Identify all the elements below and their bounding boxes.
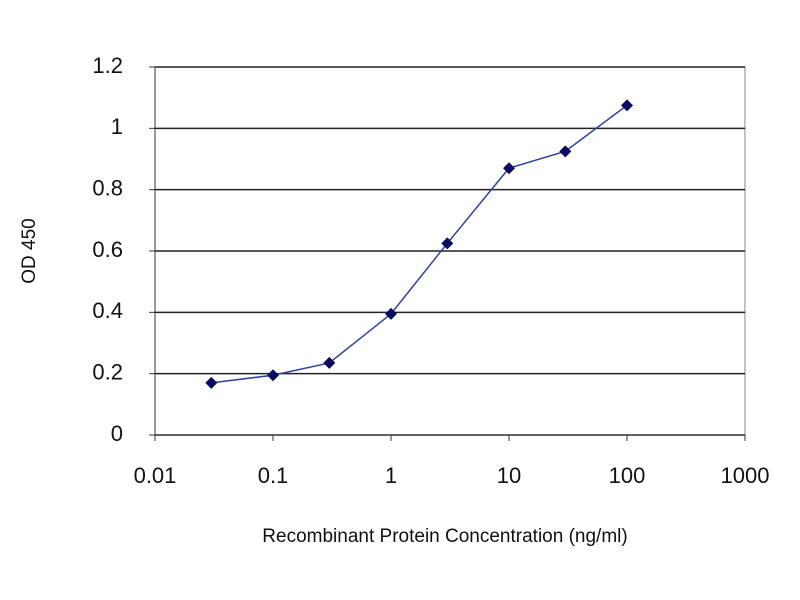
x-axis-label: Recombinant Protein Concentration (ng/ml… (262, 526, 627, 547)
data-point (441, 237, 454, 250)
x-tick-label: 0.1 (258, 463, 289, 488)
y-tick-label: 1 (111, 114, 123, 139)
x-tick-label: 1 (385, 463, 397, 488)
y-tick-label: 0.2 (92, 359, 123, 384)
x-tick-label: 0.01 (134, 463, 177, 488)
x-tick-label: 100 (609, 463, 646, 488)
data-point (385, 307, 397, 320)
y-tick-label: 0.8 (92, 175, 123, 200)
x-tick-label: 1000 (721, 463, 770, 488)
y-tick-label: 0.6 (92, 237, 123, 262)
data-point (559, 145, 572, 158)
data-point (205, 376, 218, 389)
data-point (503, 162, 515, 175)
series-line (211, 104, 628, 384)
y-tick-label: 0.4 (92, 298, 123, 323)
data-point (323, 356, 336, 369)
y-tick-label: 1.2 (92, 53, 123, 78)
data-point (267, 369, 279, 382)
x-tick-label: 10 (497, 463, 521, 488)
data-point (621, 99, 633, 112)
y-axis-label: OD 450 (19, 218, 40, 283)
y-tick-label: 0 (111, 421, 123, 446)
